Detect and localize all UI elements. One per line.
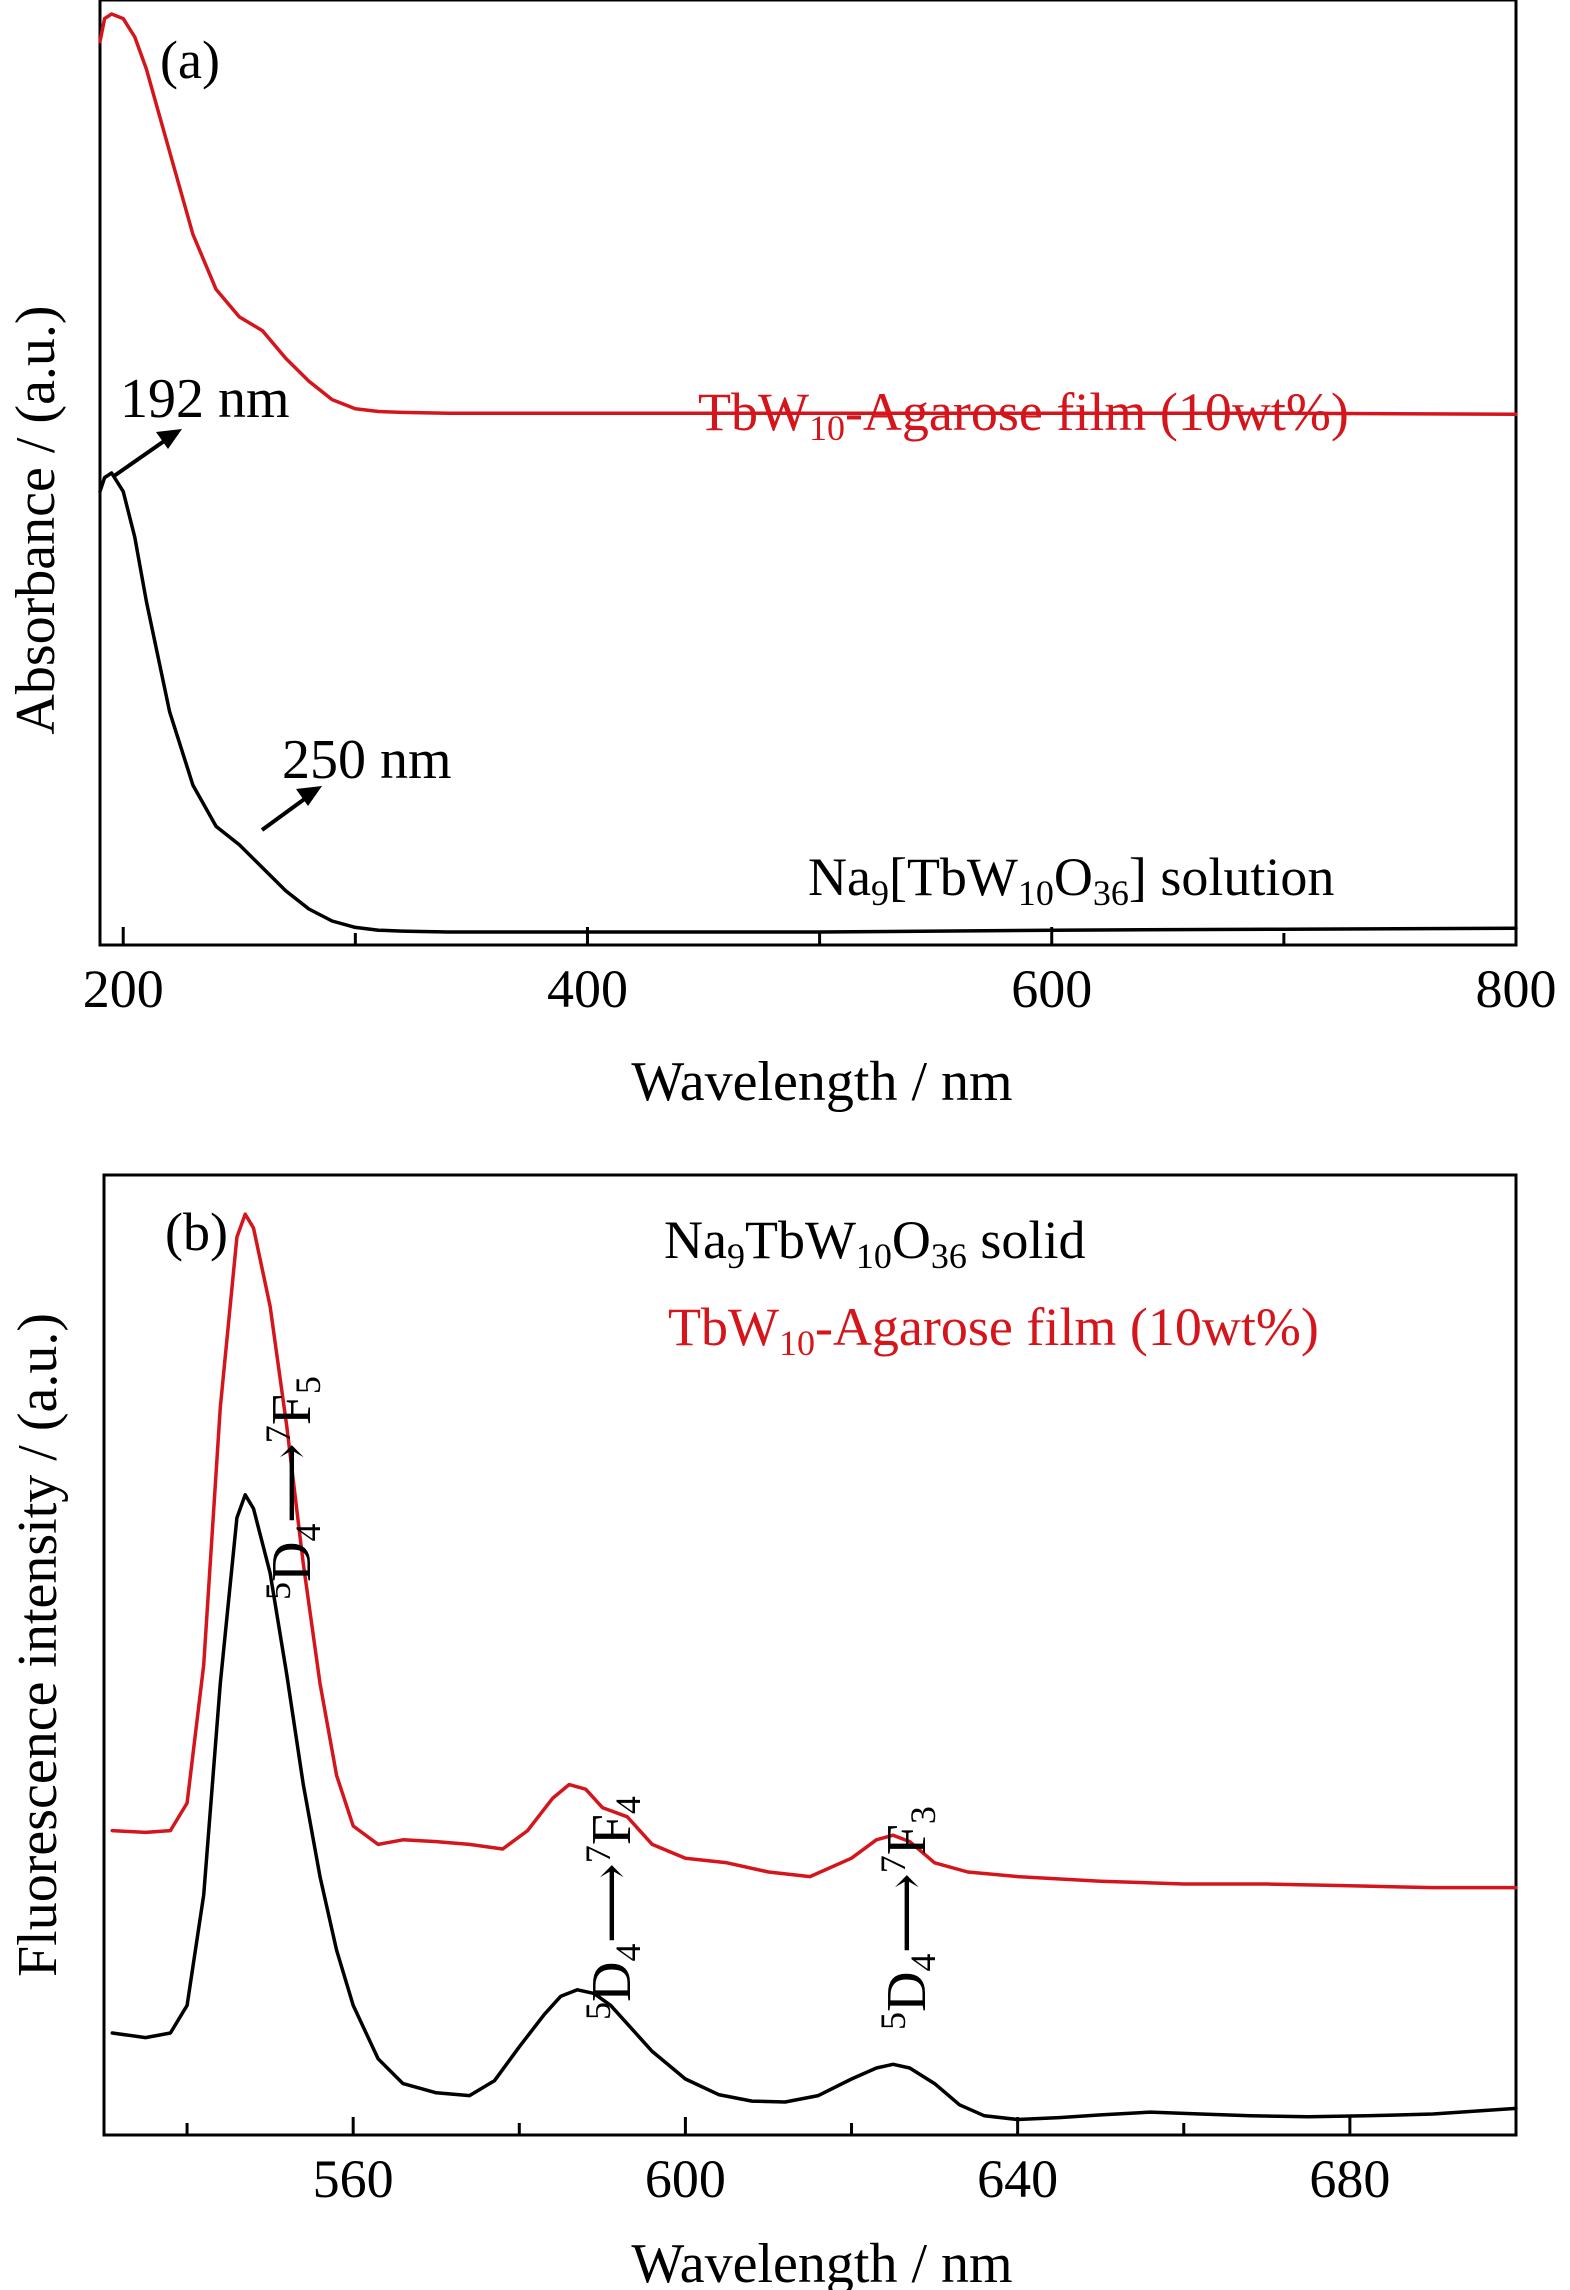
annotation-250nm: 250 nm [282, 729, 452, 791]
annotation-5D4-7F4: 5D4⟶7F4 [578, 1796, 648, 2020]
panel-a-label: (a) [160, 30, 220, 90]
panel-a-x-tick-label-200: 200 [83, 959, 164, 1019]
panel-a-series-na9-tbw10o36-solution [98, 471, 1518, 934]
label-part-0: Na [808, 847, 871, 907]
f-main: F [261, 1394, 323, 1425]
arrow-glyph: ⟶ [581, 1863, 643, 1943]
panel-a-series-tbw10-agarose-film-10wt- [98, 12, 1518, 416]
panel-a-x-axis-title: Wavelength / nm [631, 1051, 1012, 1113]
annotation-192nm: 192 nm [120, 368, 290, 430]
label-part-6: solid [967, 1210, 1086, 1270]
legend-film-rest: -Agarose film (10wt%) [845, 382, 1349, 442]
f-main: F [581, 1814, 643, 1845]
panel-b-x-axis-title: Wavelength / nm [631, 2233, 1012, 2290]
legend-b-film-main: TbW [668, 1297, 779, 1357]
panel-b-legend-film: TbW10-Agarose film (10wt%) [668, 1297, 1319, 1363]
panel-b-x-ticks: 560 600 640 680 [185, 2117, 1518, 2209]
sup-5: 5 [258, 1582, 298, 1600]
panel-b-y-axis-title: Fluorescence intensity / (a.u.) [7, 1313, 69, 1977]
label-part-3: 10 [856, 1236, 892, 1276]
sub-4: 4 [608, 1944, 648, 1962]
panel-a-absorbance-chart: 200 400 600 800 (a) Wavelength / nm Absorba… [5, 0, 1557, 1113]
panel-a-legend-solution: Na9[TbW10O36] solution [808, 847, 1334, 913]
label-part-4: O [892, 1210, 931, 1270]
arrow-192nm [112, 435, 172, 478]
label-part-3: 10 [1018, 873, 1054, 913]
panel-a-y-axis-title: Absorbance / (a.u.) [5, 305, 67, 734]
legend-b-film-sub: 10 [779, 1323, 815, 1363]
label-part-2: TbW [745, 1210, 856, 1270]
d4-main: D [876, 1972, 938, 2012]
label-part-5: 36 [1093, 873, 1129, 913]
panel-b-series-na9tbw10o36-solid [110, 1493, 1518, 2122]
label-part-5: 36 [931, 1236, 967, 1276]
panel-a-x-tick-label-400: 400 [547, 959, 628, 1019]
f-main: F [876, 1824, 938, 1855]
sup-7: 7 [258, 1425, 298, 1443]
label-part-4: O [1054, 847, 1093, 907]
d4-main: D [261, 1542, 323, 1582]
panel-a-x-tick-label-600: 600 [1011, 959, 1092, 1019]
sup-7: 7 [873, 1855, 913, 1873]
label-part-6: ] solution [1129, 847, 1335, 907]
panel-a-x-ticks: 200 400 600 800 [83, 927, 1557, 1019]
panel-a-x-tick-label-800: 800 [1476, 959, 1557, 1019]
legend-film-main: TbW [698, 382, 809, 442]
panel-b-series-tbw10-agarose-film-10wt- [110, 1212, 1518, 1890]
panel-a-series [98, 12, 1518, 934]
sup-7: 7 [578, 1845, 618, 1863]
panel-b-label: (b) [165, 1202, 228, 1262]
panel-b-x-tick-label-560: 560 [313, 2149, 394, 2209]
arrowhead-250nm [296, 786, 322, 806]
d4-main: D [581, 1962, 643, 2002]
annotation-5D4-7F5: 5D4⟶7F5 [258, 1376, 328, 1600]
sup-5: 5 [873, 2012, 913, 2030]
panel-b-x-tick-label-680: 680 [1309, 2149, 1390, 2209]
panel-b-fluorescence-chart: 560 600 640 680 (b) Wavelength / nm Fluores… [7, 1173, 1518, 2290]
arrowhead-192nm [156, 429, 182, 449]
panel-b-x-tick-label-640: 640 [977, 2149, 1058, 2209]
sub-5: 5 [288, 1376, 328, 1394]
panel-a-plot-frame [98, 0, 1518, 947]
annotation-5D4-7F3: 5D4⟶7F3 [873, 1806, 943, 2030]
legend-b-film-rest: -Agarose film (10wt%) [815, 1297, 1319, 1357]
label-part-1: 9 [727, 1236, 745, 1276]
label-part-1: 9 [871, 873, 889, 913]
panel-b-plot-frame [102, 1173, 1518, 2137]
panel-a-legend-film: TbW10-Agarose film (10wt%) [698, 382, 1349, 448]
panel-b-legend-solid: Na9TbW10O36 solid [664, 1210, 1085, 1276]
sub-4: 4 [903, 1954, 943, 1972]
sub-3: 3 [903, 1806, 943, 1824]
sub-4b: 4 [608, 1796, 648, 1814]
label-part-2: [TbW [889, 847, 1018, 907]
sup-5: 5 [578, 2002, 618, 2020]
panel-b-series [110, 1212, 1518, 2122]
sub-4: 4 [288, 1524, 328, 1542]
arrow-glyph: ⟶ [261, 1443, 323, 1523]
arrow-250nm [260, 793, 312, 832]
arrow-glyph: ⟶ [876, 1873, 938, 1953]
panel-b-x-tick-label-600: 600 [645, 2149, 726, 2209]
legend-film-sub: 10 [809, 408, 845, 448]
label-part-0: Na [664, 1210, 727, 1270]
